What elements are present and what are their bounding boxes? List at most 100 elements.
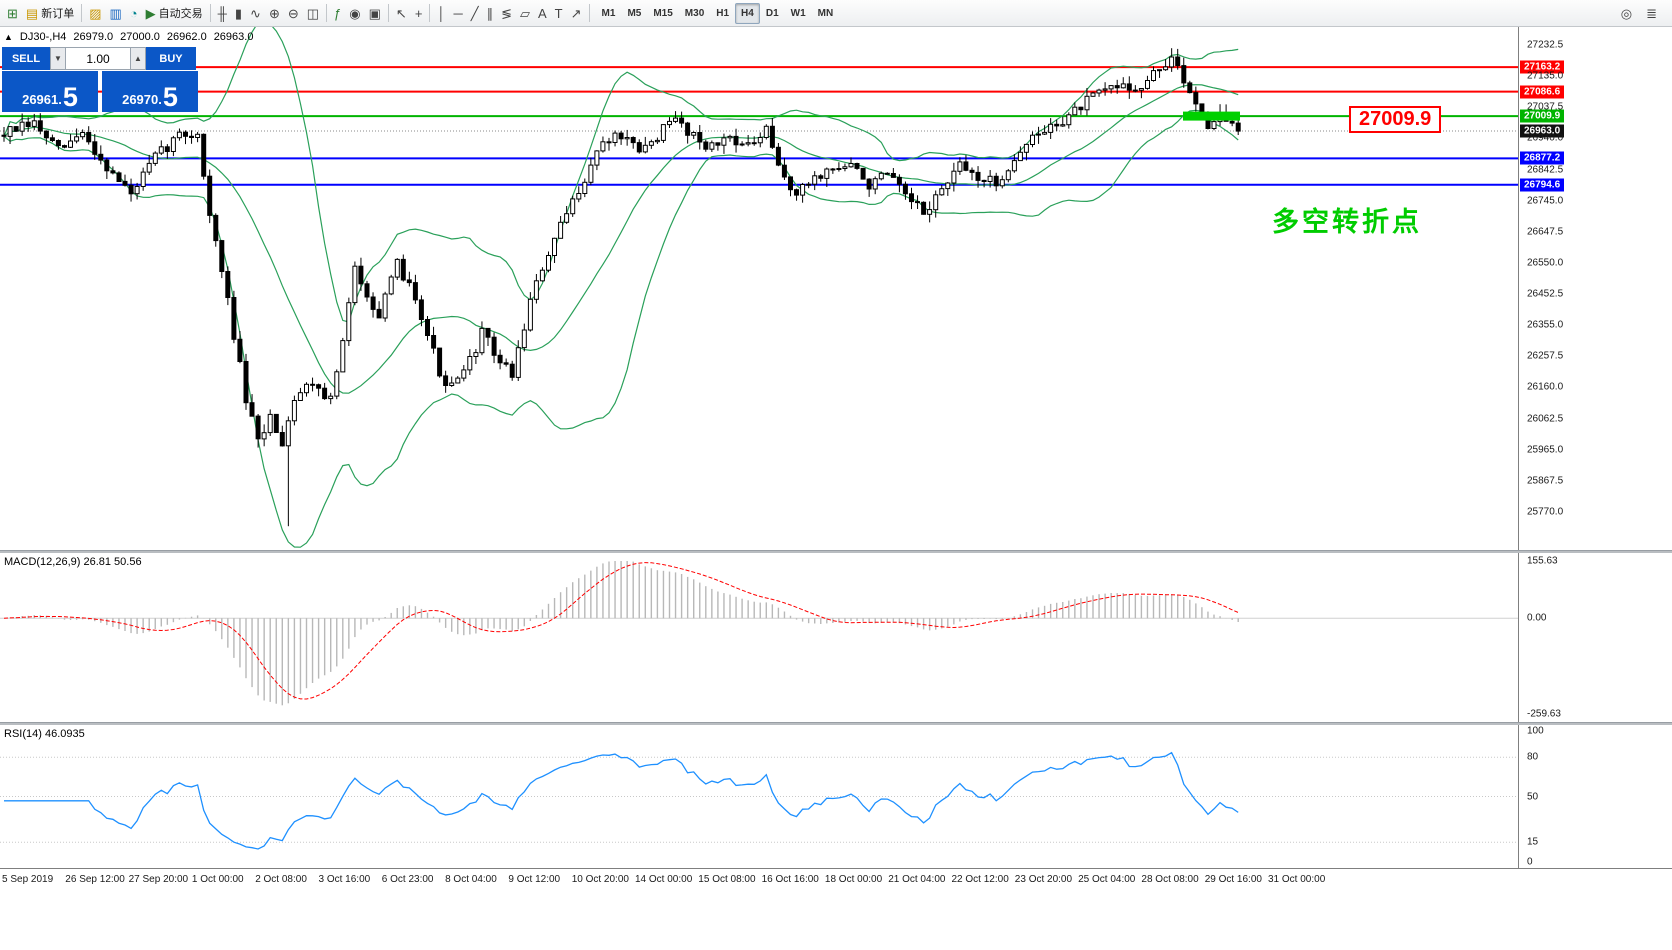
macd-tick-0.00: 0.00 xyxy=(1527,612,1547,624)
profiles-icon[interactable]: ▨ xyxy=(85,2,105,24)
rsi-canvas[interactable] xyxy=(0,725,1518,868)
price-tick-26160.0: 26160.0 xyxy=(1527,381,1564,393)
zoom-in-icon[interactable]: ⊕ xyxy=(265,2,284,24)
price-callout-box[interactable]: 27009.9 xyxy=(1349,106,1442,133)
price-tick-26794.6[interactable]: 26794.6 xyxy=(1520,178,1565,192)
chart-annotation-text[interactable]: 多空转折点 xyxy=(1272,207,1422,237)
shapes-icon[interactable]: ▱ xyxy=(516,2,534,24)
templates-icon[interactable]: ▣ xyxy=(365,2,385,24)
sell-button[interactable]: SELL xyxy=(2,47,50,70)
volume-down-button[interactable]: ▼ xyxy=(50,47,66,70)
timeframe-m5[interactable]: M5 xyxy=(627,7,642,19)
ohlc-open: 26979.0 xyxy=(73,31,114,43)
objects-icon[interactable]: ◉ xyxy=(345,2,364,24)
candle-chart-icon[interactable]: ▮ xyxy=(231,2,246,24)
fibonacci-icon[interactable]: ≶ xyxy=(497,2,516,24)
bar-chart-icon[interactable]: ╫ xyxy=(214,2,231,24)
rsi-axis[interactable]: 100 80 50 15 0 xyxy=(1519,725,1672,868)
timeframe-toolbar: M1 M5 M15 M30 H1 H4 D1 W1 MN xyxy=(596,2,840,24)
time-label: 9 Oct 12:00 xyxy=(508,874,561,885)
vertical-line-icon: │ xyxy=(437,5,446,21)
time-label: 8 Oct 04:00 xyxy=(445,874,497,885)
price-tick-27135.0: 27135.0 xyxy=(1527,70,1564,82)
main-chart-canvas[interactable] xyxy=(0,27,1518,550)
trendline-icon[interactable]: ╱ xyxy=(467,2,483,24)
text-icon[interactable]: A xyxy=(534,2,551,24)
price-tick-27086.6[interactable]: 27086.6 xyxy=(1520,85,1565,99)
main-price-axis[interactable]: 27232.5 27163.2 27135.0 27086.6 27037.5 27009… xyxy=(1519,27,1672,550)
macd-tick--259.63: -259.63 xyxy=(1527,708,1561,720)
price-tick-27232.5: 27232.5 xyxy=(1527,39,1564,51)
price-tick-26877.2[interactable]: 26877.2 xyxy=(1520,151,1565,165)
label-icon[interactable]: T xyxy=(551,2,567,24)
highlight-zone[interactable] xyxy=(1183,111,1240,121)
search-icon[interactable]: ◎ xyxy=(1617,2,1636,24)
new-chart-icon[interactable]: ⊞ xyxy=(3,2,22,24)
channel-icon: ∥ xyxy=(486,5,494,21)
price-tick-26745.0: 26745.0 xyxy=(1527,195,1564,207)
zoom-in-icon: ⊕ xyxy=(268,5,280,21)
timeframe-m30[interactable]: M30 xyxy=(684,7,705,19)
horizontal-line-icon[interactable]: ─ xyxy=(450,2,467,24)
arrows-icon[interactable]: ↗ xyxy=(567,2,586,24)
timeframe-d1[interactable]: D1 xyxy=(765,7,779,19)
autotrading-button[interactable]: ▶ 自动交易 xyxy=(142,2,207,24)
new-order-icon: ▤ xyxy=(25,5,39,21)
price-tick-26647.5: 26647.5 xyxy=(1527,226,1564,238)
price-tick-27163.2[interactable]: 27163.2 xyxy=(1520,60,1565,74)
macd-axis[interactable]: 155.63 0.00 -259.63 xyxy=(1519,553,1672,722)
tile-windows-icon: ◫ xyxy=(306,5,320,21)
time-label: 28 Oct 08:00 xyxy=(1141,874,1199,885)
macd-label: MACD(12,26,9) 26.81 50.56 xyxy=(4,556,142,568)
volume-up-button[interactable]: ▲ xyxy=(130,47,146,70)
timeframe-m15[interactable]: M15 xyxy=(653,7,673,19)
zoom-out-icon[interactable]: ⊖ xyxy=(284,2,303,24)
pane-splitter-2[interactable] xyxy=(0,722,1672,725)
price-tick-27009.9[interactable]: 27009.9 xyxy=(1520,109,1565,123)
ask-price-display[interactable]: 26970. 5 xyxy=(102,71,198,112)
volume-input[interactable]: 1.00 xyxy=(66,47,130,70)
time-label: 22 Oct 12:00 xyxy=(951,874,1009,885)
rsi-tick-100: 100 xyxy=(1527,725,1544,737)
timeframe-h1[interactable]: H1 xyxy=(716,7,730,19)
price-tick-26452.5: 26452.5 xyxy=(1527,288,1564,300)
price-tick-26963.0[interactable]: 26963.0 xyxy=(1520,124,1565,138)
channel-icon[interactable]: ∥ xyxy=(483,2,498,24)
vertical-line-icon[interactable]: │ xyxy=(433,2,449,24)
buy-button[interactable]: BUY xyxy=(146,47,196,70)
tile-windows-icon[interactable]: ◫ xyxy=(303,2,323,24)
new-order-button[interactable]: ▤ 新订单 xyxy=(22,2,78,24)
symbol-info-line: ▲ DJ30-,H4 26979.0 27000.0 26962.0 26963… xyxy=(4,31,253,43)
price-tick-25770.0: 25770.0 xyxy=(1527,506,1564,518)
macd-canvas[interactable] xyxy=(0,553,1518,722)
macd-histogram xyxy=(9,561,1239,706)
bid-price-display[interactable]: 26961. 5 xyxy=(2,71,98,112)
timeframe-mn[interactable]: MN xyxy=(817,7,834,19)
toolbar-separator xyxy=(588,4,590,22)
time-label: 3 Oct 16:00 xyxy=(318,874,371,885)
zoom-out-icon: ⊖ xyxy=(287,5,299,21)
strategy-tester-icon[interactable]: ◔ xyxy=(126,2,142,24)
timeframe-h4[interactable]: H4 xyxy=(735,2,760,24)
time-axis[interactable]: 5 Sep 2019 26 Sep 12:00 27 Sep 20:00 1 Oct … xyxy=(0,868,1672,890)
data-window-icon[interactable]: ▥ xyxy=(106,2,126,24)
bollinger-band xyxy=(3,109,1239,548)
crosshair-icon[interactable]: + xyxy=(411,2,427,24)
rsi-tick-50: 50 xyxy=(1527,791,1539,802)
timeframe-w1[interactable]: W1 xyxy=(790,7,806,19)
macd-pane: MACD(12,26,9) 26.81 50.56 xyxy=(0,553,1672,722)
time-label: 27 Sep 20:00 xyxy=(128,874,189,885)
timeframe-m1[interactable]: M1 xyxy=(601,7,616,19)
new-chart-icon: ⊞ xyxy=(7,5,18,21)
indicators-icon[interactable]: ƒ xyxy=(330,2,345,24)
panel-collapse-icon[interactable]: ▲ xyxy=(4,32,13,42)
time-label: 21 Oct 04:00 xyxy=(888,874,946,885)
cursor-icon[interactable]: ↖ xyxy=(392,2,411,24)
menu-icon[interactable]: ≣ xyxy=(1642,2,1661,24)
line-chart-icon[interactable]: ∿ xyxy=(246,2,265,24)
ohlc-close: 26963.0 xyxy=(213,31,254,43)
pane-splitter-1[interactable] xyxy=(0,550,1672,553)
data-window-icon: ▥ xyxy=(109,5,122,21)
shapes-icon: ▱ xyxy=(520,5,530,21)
